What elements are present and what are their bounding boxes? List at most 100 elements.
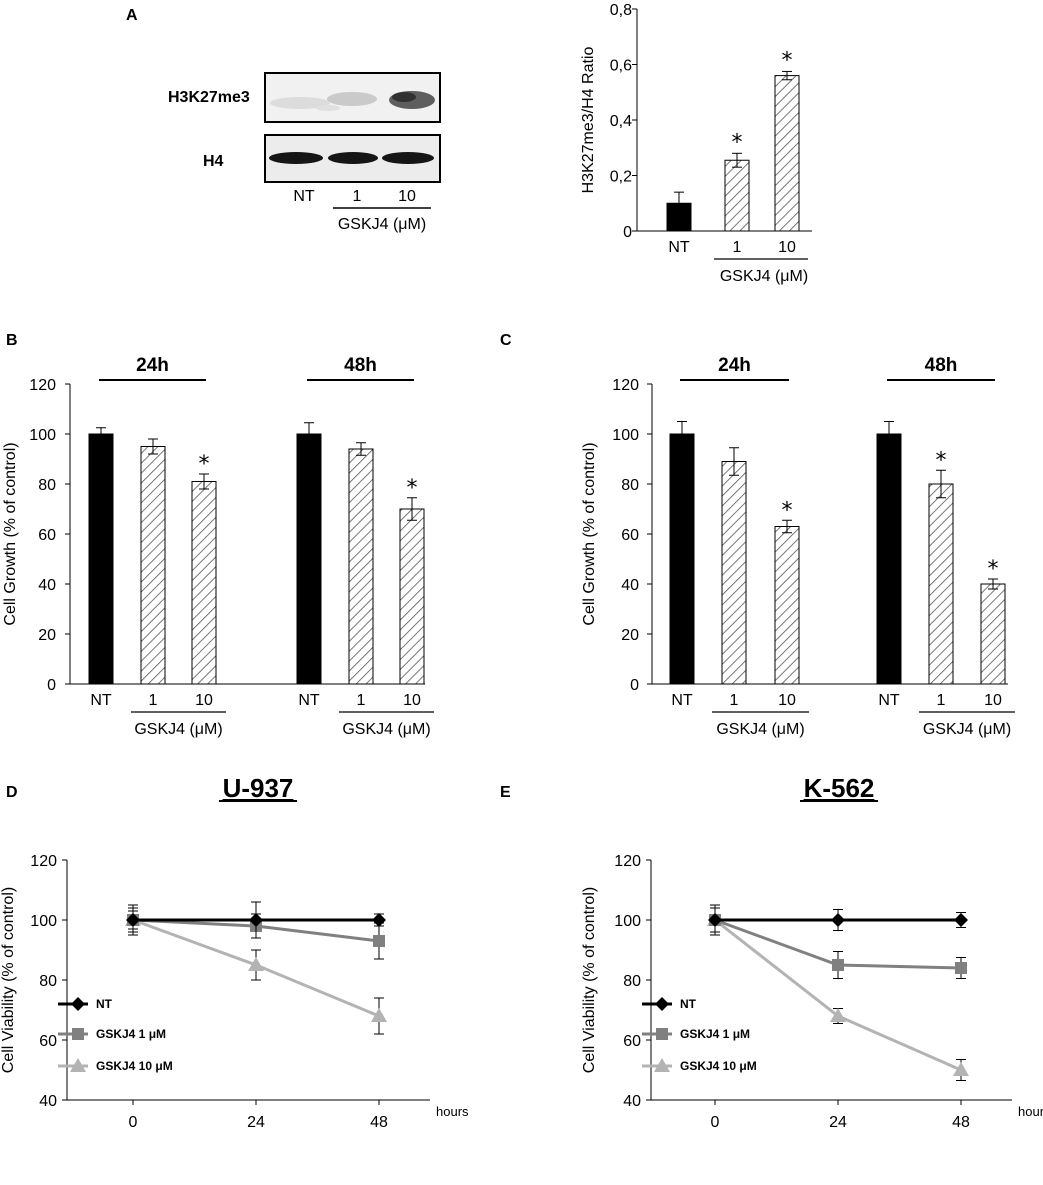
growth-bar [721,461,747,685]
y-axis-title: Cell Growth (% of control) [2,442,19,625]
growth-bar [669,433,695,685]
data-point-triangle [371,1008,387,1022]
x-tick-label: NT [668,239,690,256]
y-tick-label: 60 [621,527,639,544]
y-tick-label: 80 [623,973,641,990]
blot-row-label-h4: H4 [203,153,224,170]
cell-line-title: K-562 [804,773,875,803]
blot-strip-h3k27me3 [264,72,441,123]
x-axis-title: GSKJ4 (μM) [342,721,430,738]
blot-lane-label-1: 1 [353,188,362,205]
growth-bar [191,481,217,685]
x-tick-label: 10 [778,239,796,256]
x-tick-label: 10 [778,692,796,709]
x-tick-label: 10 [403,692,421,709]
legend-label: NT [680,997,697,1011]
growth-bar [774,526,800,685]
legend-marker-diamond [655,997,669,1011]
legend-label: GSKJ4 1 μM [96,1027,166,1041]
x-tick-label: 24 [829,1114,847,1131]
x-tick-label: 0 [711,1114,720,1131]
x-tick-label: 1 [733,239,742,256]
y-tick-label: 120 [29,377,56,394]
x-axis-unit: hours [1018,1104,1043,1119]
y-tick-label: 80 [39,973,57,990]
growth-bar [928,483,954,685]
data-point-diamond [249,913,263,927]
chart-d-u937-viability: U-937 40 60 80 100 120 Cell Viability (% of co… [0,773,469,1131]
x-axis-title: GSKJ4 (μM) [720,268,808,285]
data-point-diamond [126,913,140,927]
series-line-triangle [714,918,962,1072]
data-point-triangle [248,957,264,971]
data-point-diamond [831,913,845,927]
data-point-diamond [372,913,386,927]
chart-e-k562-viability: K-562 40 60 80 100 120 Cell Viability (% of co… [581,773,1043,1131]
x-tick-label: 24 [247,1114,265,1131]
legend-marker-diamond [71,997,85,1011]
x-tick-label: 48 [952,1114,970,1131]
y-tick-label: 80 [621,477,639,494]
y-tick-label: 0 [630,677,639,694]
panel-letter-b: B [6,332,18,349]
growth-bar [876,433,902,685]
x-axis-title: GSKJ4 (μM) [134,721,222,738]
legend-label: GSKJ4 10 μM [96,1059,173,1073]
y-tick-label: 60 [38,527,56,544]
y-tick-label: 100 [30,913,57,930]
y-tick-label: 40 [623,1093,641,1110]
blot-strip-h4 [264,134,441,183]
y-axis-title: Cell Growth (% of control) [581,442,598,625]
blot-row-label-h3k27me3: H3K27me3 [168,89,250,106]
significance-star: * [732,130,743,155]
y-tick-label: 0,4 [610,113,632,130]
time-label: 48h [925,355,958,376]
panel-letter-c: C [500,332,512,349]
x-tick-label: 10 [984,692,1002,709]
ratio-bar [774,75,800,232]
x-tick-label: 0 [129,1114,138,1131]
data-point-square [373,935,385,947]
y-tick-label: 40 [39,1093,57,1110]
cell-line-title: U-937 [223,773,294,803]
growth-bar [980,583,1006,685]
growth-bar [296,433,322,685]
y-tick-label: 20 [38,627,56,644]
x-tick-label: 10 [195,692,213,709]
y-tick-label: 100 [612,427,639,444]
growth-bar [140,446,166,685]
y-axis-title: H3K27me3/H4 Ratio [580,47,597,194]
time-label: 24h [718,355,751,376]
significance-star: * [936,448,947,473]
significance-star: * [988,557,999,582]
data-point-square [955,962,967,974]
data-point-triangle [953,1062,969,1076]
ratio-bar [724,159,750,232]
x-tick-label: NT [298,692,320,709]
y-tick-label: 40 [38,577,56,594]
y-axis-title: Cell Viability (% of control) [0,887,17,1073]
legend-label: GSKJ4 10 μM [680,1059,757,1073]
significance-star: * [782,48,793,73]
data-point-diamond [954,913,968,927]
growth-bar [399,508,425,685]
x-axis-title: GSKJ4 (μM) [716,721,804,738]
blot-treatment-label: GSKJ4 (μM) [338,216,426,233]
x-tick-label: NT [878,692,900,709]
x-tick-label: 1 [149,692,158,709]
legend-label: NT [96,997,113,1011]
y-tick-label: 20 [621,627,639,644]
western-blot: H3K27me3 H4 NT 1 10 GSKJ4 (μM) [168,72,441,233]
y-tick-label: 60 [39,1033,57,1050]
legend-marker-triangle [70,1058,86,1072]
time-label: 48h [344,355,377,376]
x-axis-title: GSKJ4 (μM) [923,721,1011,738]
y-tick-label: 40 [621,577,639,594]
x-tick-label: 1 [730,692,739,709]
x-tick-label: 48 [370,1114,388,1131]
y-tick-label: 120 [30,853,57,870]
y-tick-label: 60 [623,1033,641,1050]
panel-letter-d: D [6,784,18,801]
y-tick-label: 0 [47,677,56,694]
